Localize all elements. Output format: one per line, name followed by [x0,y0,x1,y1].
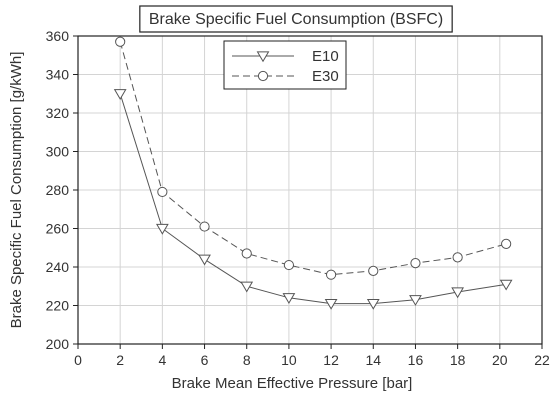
y-tick-label: 280 [46,182,70,198]
x-tick-label: 16 [408,352,424,368]
data-point-triangle [282,293,296,305]
x-tick-label: 4 [158,352,166,368]
data-point-triangle [366,298,380,310]
y-tick-label: 220 [46,298,70,314]
data-point-circle [410,258,421,269]
data-point-triangle [113,89,127,100]
y-tick-label: 340 [46,67,70,83]
data-point-triangle [409,295,422,306]
data-point-circle [157,186,168,198]
data-point-circle [257,70,269,82]
series-e10 [113,89,513,310]
x-tick-label: 20 [492,352,508,368]
data-point-triangle [240,281,254,293]
x-tick-label: 10 [281,352,297,368]
series-line-e30 [119,41,507,276]
legend-frame [223,40,347,90]
series-e30 [115,36,512,280]
x-tick-label: 18 [450,352,466,368]
data-point-circle [115,36,126,47]
y-tick-label: 300 [46,144,70,160]
data-point-circle [325,269,337,280]
x-tick-label: 14 [365,352,381,368]
data-point-circle [368,265,379,276]
data-point-circle [452,252,463,263]
data-point-triangle [198,254,211,266]
data-point-circle [199,221,210,232]
chart-title-frame [139,5,453,33]
y-tick-label: 200 [46,336,70,352]
x-tick-label: 8 [243,352,251,368]
data-point-triangle [155,223,169,235]
y-tick-label: 240 [46,259,70,275]
data-point-triangle [499,279,513,291]
data-point-triangle [324,298,338,310]
x-tick-label: 2 [116,352,124,368]
data-point-circle [501,238,512,249]
y-tick-label: 360 [46,28,70,44]
x-tick-label: 6 [201,352,209,368]
y-tick-label: 320 [46,105,70,121]
x-tick-label: 0 [74,352,82,368]
x-tick-label: 12 [323,352,339,368]
data-point-circle [241,248,252,259]
data-point-circle [283,259,295,271]
x-axis-label: Brake Mean Effective Pressure [bar] [172,375,413,392]
data-point-triangle [451,287,465,299]
y-tick-label: 260 [46,221,70,237]
legend-label-e30: E30 [312,68,339,85]
y-axis-label: Brake Specific Fuel Consumption [g/kWh] [8,52,25,329]
x-tick-label: 22 [534,352,550,368]
data-point-triangle [256,51,270,63]
chart-title: Brake Specific Fuel Consumption (BSFC) [149,11,443,28]
axis-ticks: 0 2 4 6 8 10 12 14 16 18 20 22 200 220 240 260 280 300 320… [46,28,550,368]
series-line-e10 [119,93,507,305]
chart-title-box: Brake Specific Fuel Consumption (BSFC) [139,5,453,33]
series-layer [113,36,513,310]
legend-label-e10: E10 [312,48,339,65]
